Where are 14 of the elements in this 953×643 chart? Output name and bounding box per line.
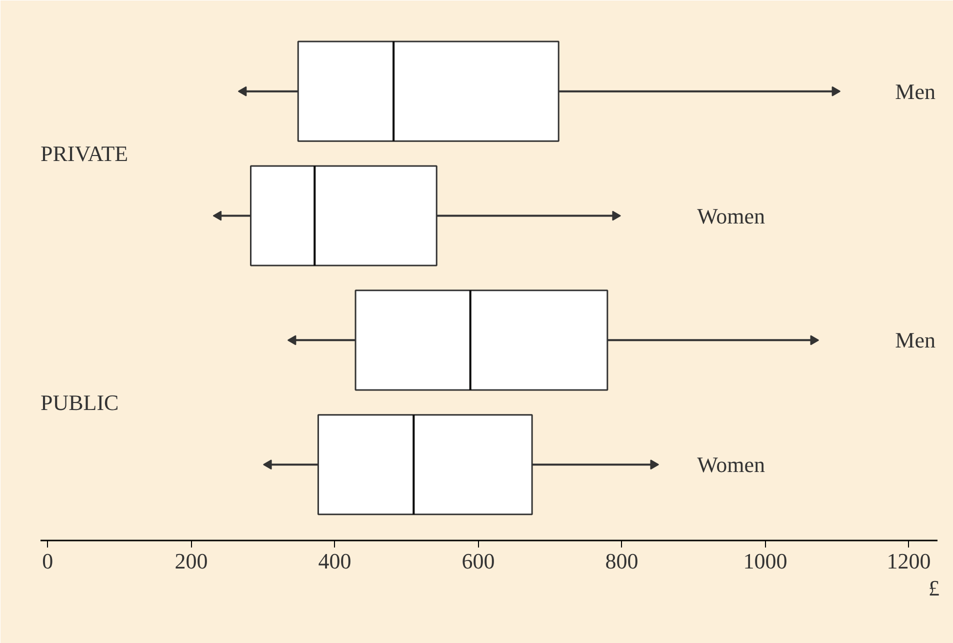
annotation: PUBLIC [40,390,119,415]
x-axis-title: £ [928,576,940,600]
y-tick-label: Women [697,452,765,478]
x-tick-label: 0 [42,548,54,574]
y-tick-label: Men [895,78,936,104]
annotation: PRIVATE [40,141,128,166]
x-tick-label: 200 [174,548,208,574]
x-tick-label: 1000 [743,548,788,574]
y-tick-label: Men [895,328,936,353]
x-tick-label: 400 [318,548,352,574]
x-tick-label: 1200 [886,548,931,574]
x-tick-label: 800 [605,548,638,574]
x-tick-label: 600 [462,548,495,574]
y-tick-label: Women [697,203,765,228]
